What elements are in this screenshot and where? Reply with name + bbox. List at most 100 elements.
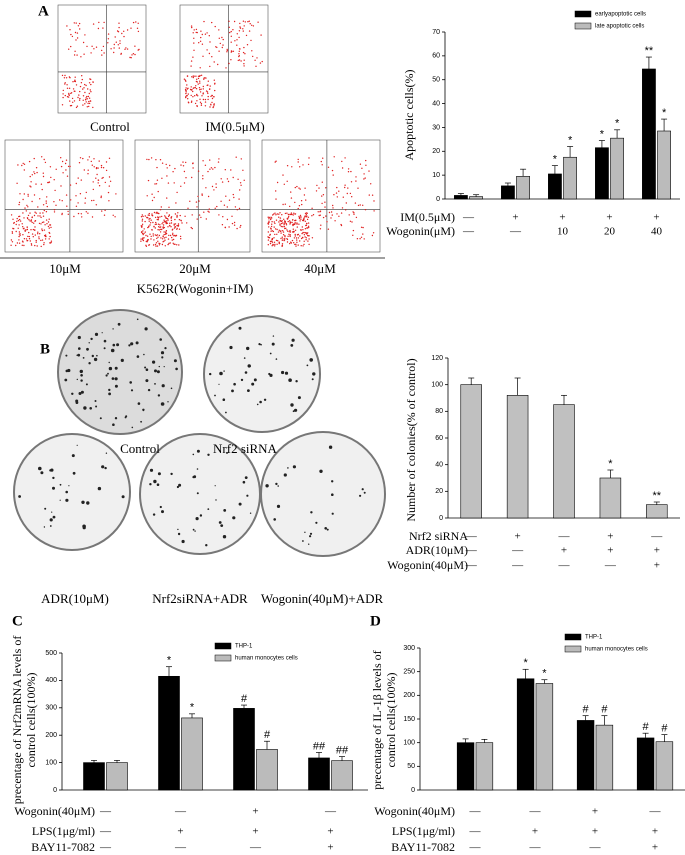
panel-letter: C	[12, 613, 23, 629]
colony	[52, 515, 56, 519]
event-dot	[274, 243, 276, 246]
significance-mark: #	[264, 729, 271, 741]
event-dot	[281, 214, 283, 216]
event-dot	[41, 229, 44, 232]
event-dot	[108, 157, 111, 159]
event-dot	[114, 216, 116, 218]
event-dot	[319, 228, 322, 230]
event-dot	[283, 226, 286, 228]
event-dot	[167, 219, 169, 221]
event-dot	[158, 244, 161, 246]
event-dot	[90, 91, 92, 93]
event-dot	[34, 226, 36, 228]
event-dot	[53, 209, 56, 211]
event-dot	[197, 75, 200, 78]
event-dot	[159, 226, 161, 229]
event-dot	[107, 191, 110, 194]
event-dot	[156, 218, 158, 221]
event-dot	[220, 178, 222, 180]
y-axis-label: control cells(100%)	[24, 673, 38, 768]
event-dot	[150, 157, 153, 159]
event-dot	[271, 230, 273, 232]
event-dot	[191, 26, 193, 29]
event-dot	[168, 242, 170, 245]
colony	[145, 368, 149, 372]
event-dot	[40, 183, 43, 185]
event-dot	[30, 219, 33, 221]
event-dot	[28, 160, 31, 163]
event-dot	[143, 237, 145, 239]
event-dot	[162, 226, 164, 228]
event-dot	[169, 164, 171, 167]
event-dot	[76, 37, 79, 39]
bar	[501, 185, 515, 200]
event-dot	[207, 170, 209, 173]
event-dot	[300, 237, 303, 240]
event-dot	[231, 215, 233, 217]
event-dot	[365, 159, 367, 162]
colony	[149, 468, 154, 472]
event-dot	[303, 234, 306, 236]
event-dot	[102, 167, 105, 169]
event-dot	[214, 207, 216, 209]
colony	[89, 407, 92, 410]
event-dot	[285, 222, 287, 225]
event-dot	[347, 171, 350, 173]
event-dot	[34, 172, 36, 175]
event-dot	[191, 100, 193, 102]
event-dot	[238, 30, 241, 32]
plot-frame	[4, 139, 124, 253]
event-dot	[154, 243, 157, 246]
event-dot	[172, 232, 174, 234]
event-dot	[50, 226, 52, 229]
event-dot	[130, 27, 132, 29]
event-dot	[182, 161, 184, 163]
event-dot	[221, 36, 223, 39]
event-dot	[205, 77, 207, 79]
colony	[76, 378, 79, 381]
event-dot	[226, 48, 228, 51]
colony	[193, 475, 197, 479]
event-dot	[85, 211, 88, 213]
event-dot	[308, 238, 310, 240]
event-dot	[230, 41, 232, 43]
event-dot	[109, 180, 112, 182]
event-dot	[355, 176, 357, 178]
event-dot	[311, 215, 313, 217]
event-dot	[142, 238, 144, 241]
treatment-value: —	[99, 842, 112, 854]
event-dot	[75, 205, 78, 207]
colony	[161, 384, 165, 388]
event-dot	[276, 243, 278, 245]
legend-swatch	[214, 642, 232, 650]
event-dot	[73, 22, 76, 24]
event-dot	[69, 184, 72, 186]
event-dot	[368, 194, 370, 196]
legend-swatch	[564, 645, 582, 653]
colony	[223, 370, 225, 372]
event-dot	[50, 241, 52, 244]
event-dot	[274, 233, 276, 236]
colony	[359, 494, 362, 497]
event-dot	[35, 239, 37, 242]
event-dot	[46, 205, 48, 208]
event-dot	[243, 46, 245, 49]
event-dot	[47, 181, 49, 184]
event-dot	[172, 238, 175, 241]
treatment-value: —	[604, 560, 617, 572]
event-dot	[40, 216, 42, 219]
event-dot	[204, 105, 207, 107]
plate	[57, 309, 183, 435]
event-dot	[354, 202, 357, 204]
event-dot	[267, 222, 269, 224]
event-dot	[73, 54, 76, 56]
event-dot	[53, 179, 55, 181]
bar	[233, 708, 255, 791]
event-dot	[274, 228, 277, 230]
colony	[18, 495, 21, 498]
event-dot	[283, 224, 285, 226]
event-dot	[269, 218, 272, 220]
colony	[130, 389, 134, 392]
event-dot	[239, 182, 242, 184]
event-dot	[66, 84, 68, 86]
